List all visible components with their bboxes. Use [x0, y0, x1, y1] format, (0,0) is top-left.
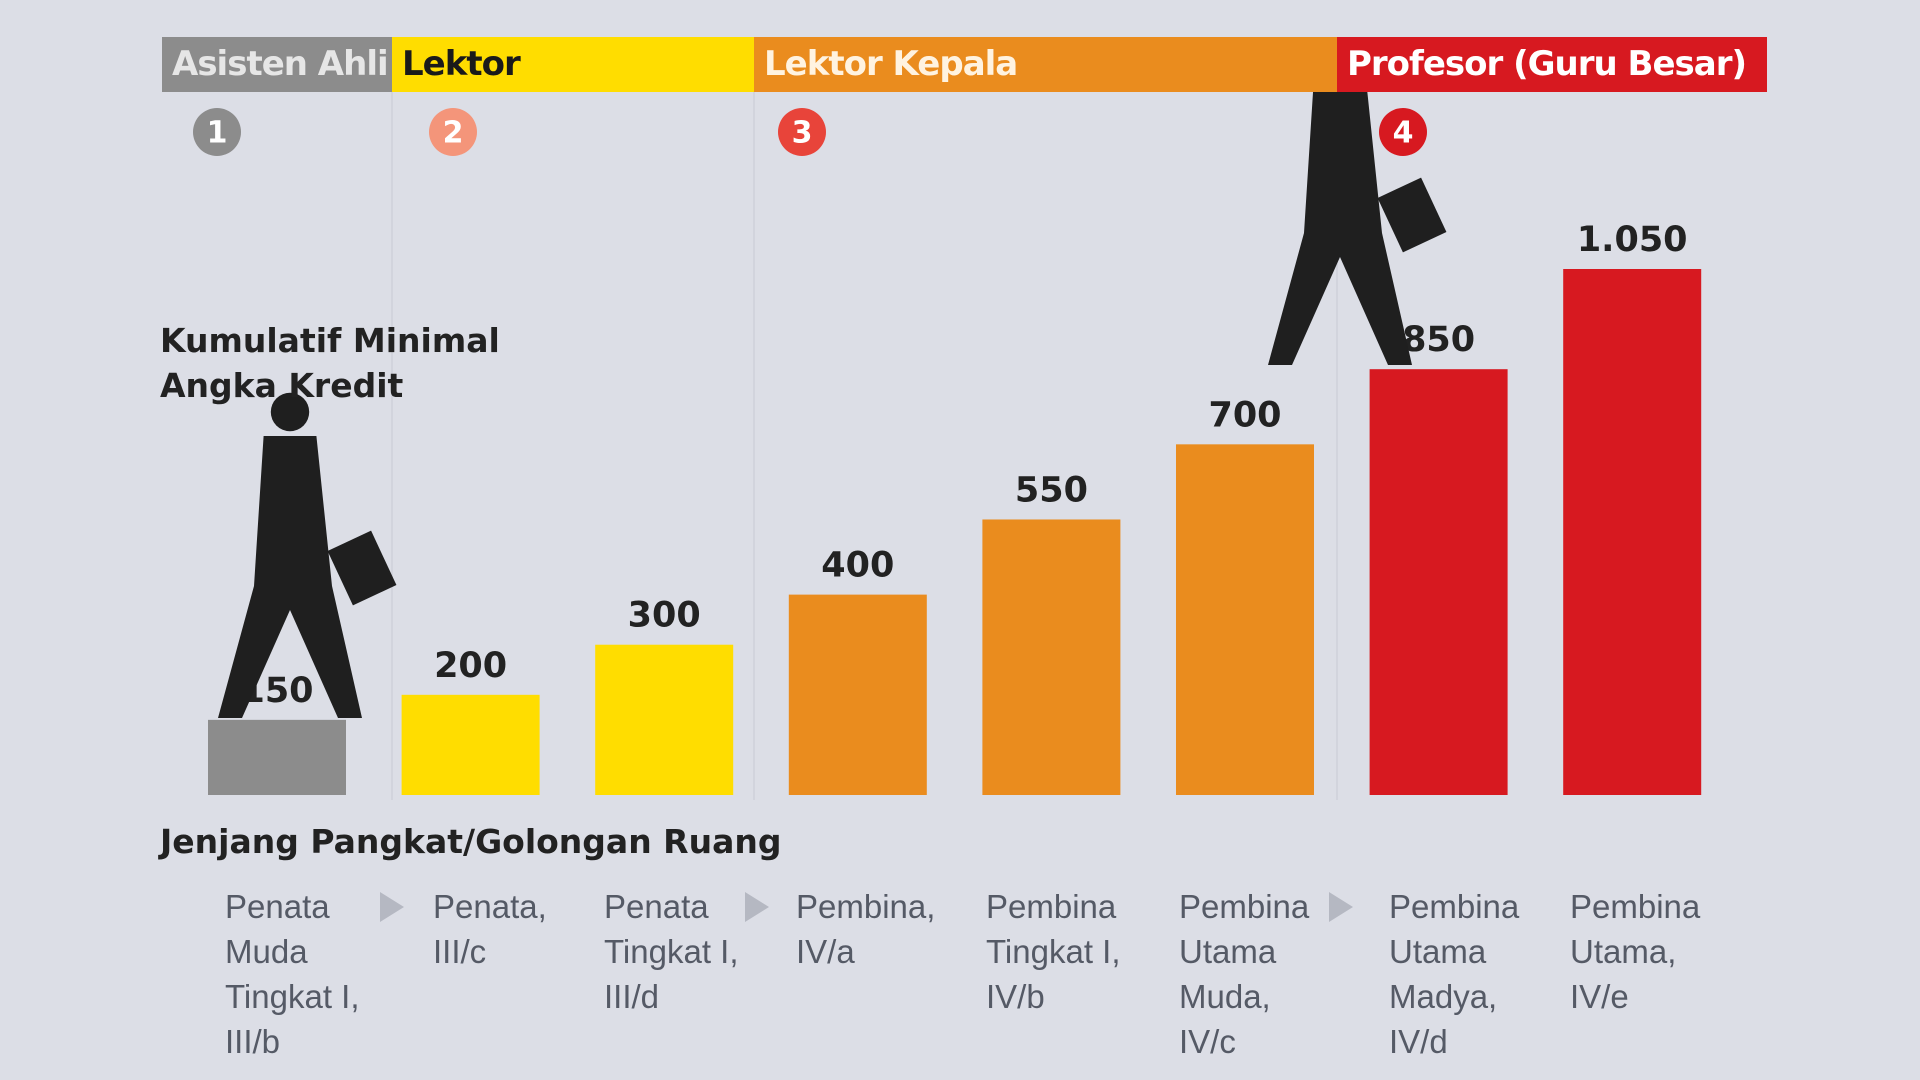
- figure-case: [1377, 177, 1447, 253]
- stage-badge: [1379, 108, 1427, 156]
- stage-badge: [193, 108, 241, 156]
- value-label: 300: [628, 596, 701, 636]
- chart-title: Kumulatif Minimal Angka Kredit: [160, 321, 500, 405]
- figure-body: [1268, 83, 1412, 365]
- bar: [401, 694, 540, 795]
- value-label: 700: [1208, 395, 1281, 435]
- stage-header: Lektor: [392, 37, 754, 92]
- rank-arrow: [1329, 892, 1353, 922]
- stage-badge: [778, 108, 826, 156]
- rank-arrow: [380, 892, 404, 922]
- x-tick-label: Pembina Tingkat I, IV/b: [986, 888, 1121, 1015]
- bar: [1563, 269, 1702, 795]
- bar: [208, 719, 346, 795]
- value-label: 1.050: [1577, 220, 1688, 260]
- stage-number: 1: [207, 116, 228, 151]
- value-label: 200: [434, 646, 507, 686]
- figure-body: [218, 436, 362, 718]
- stage-number: 2: [443, 116, 464, 151]
- stage-number: 3: [792, 116, 813, 151]
- stage-number: 4: [1393, 116, 1414, 151]
- stage-header: Profesor (Guru Besar): [1337, 37, 1767, 92]
- value-label: 850: [1402, 320, 1475, 360]
- x-tick-label: Penata, III/c: [433, 888, 547, 970]
- bar: [1369, 369, 1508, 795]
- figure-case: [327, 530, 397, 606]
- x-axis-label: Jenjang Pangkat/Golongan Ruang: [160, 822, 782, 861]
- value-label: 550: [1015, 470, 1088, 510]
- stage-header: Lektor Kepala: [754, 37, 1337, 92]
- bar: [982, 519, 1121, 795]
- rank-arrow: [745, 892, 769, 922]
- value-label: 400: [821, 546, 894, 586]
- bar: [595, 644, 734, 795]
- x-tick-label: Penata Muda Tingkat I, III/b: [225, 888, 360, 1060]
- x-tick-label: Pembina, IV/a: [796, 888, 936, 970]
- x-tick-label: Pembina Utama Madya, IV/d: [1389, 888, 1520, 1060]
- figure-head: [270, 392, 310, 432]
- stage-header: Asisten Ahli: [162, 37, 392, 92]
- bar: [788, 594, 927, 795]
- x-tick-label: Penata Tingkat I, III/d: [604, 888, 739, 1015]
- stage-badge: [429, 108, 477, 156]
- x-tick-label: Pembina Utama, IV/e: [1570, 888, 1701, 1015]
- x-tick-label: Pembina Utama Muda, IV/c: [1179, 888, 1310, 1060]
- bar: [1176, 444, 1314, 795]
